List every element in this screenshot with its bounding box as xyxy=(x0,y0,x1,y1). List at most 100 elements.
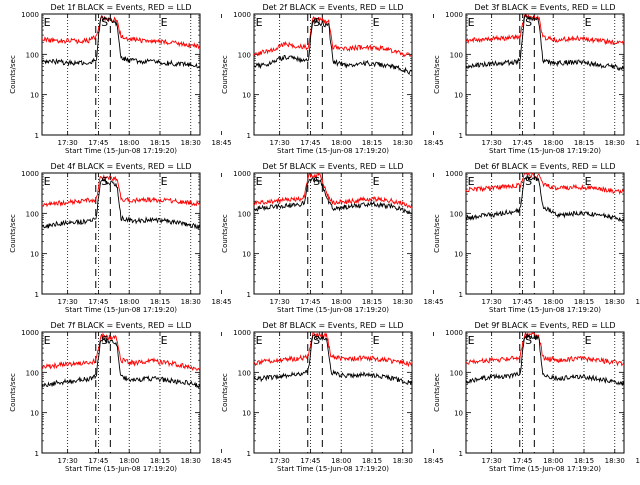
y-tick-label: 1 xyxy=(459,450,463,458)
x-tick-label: 18:45 xyxy=(635,457,640,465)
x-axis-label: Start Time (15-Jun-08 17:19:20) xyxy=(489,147,601,155)
panel-det-5: Det 5f BLACK = Events, RED = LLD 17:30 17:… xyxy=(221,162,444,314)
panel-title: Det 8f BLACK = Events, RED = LLD xyxy=(262,321,403,330)
time-marker-label: S xyxy=(101,334,108,347)
panel-title: Det 1f BLACK = Events, RED = LLD xyxy=(50,3,191,12)
series-line-lld xyxy=(253,330,413,368)
panel-title: Det 7f BLACK = Events, RED = LLD xyxy=(50,321,191,330)
y-tick-label: 1 xyxy=(35,450,39,458)
x-tick-label: 18:45 xyxy=(211,298,231,306)
time-marker-label: S xyxy=(525,175,532,188)
x-tick-label: 18:30 xyxy=(605,298,625,306)
y-tick-label: 1 xyxy=(35,132,39,140)
x-tick-label: 17:45 xyxy=(300,139,320,147)
x-tick-label: 18:15 xyxy=(574,457,594,465)
x-tick-label: 18:15 xyxy=(574,298,594,306)
y-tick-label: 1000 xyxy=(445,170,463,178)
y-tick-label: 1000 xyxy=(21,329,39,337)
x-tick-label: 18:15 xyxy=(362,139,382,147)
panel-title: Det 3f BLACK = Events, RED = LLD xyxy=(474,3,615,12)
x-tick-label: 18:30 xyxy=(605,457,625,465)
plot-frame xyxy=(41,172,201,295)
x-tick-label: 18:45 xyxy=(635,298,640,306)
y-axis-label: Counts/sec xyxy=(433,55,441,94)
series-line-lld xyxy=(253,172,413,209)
x-tick-label: 18:30 xyxy=(605,139,625,147)
series-line-events xyxy=(253,333,413,386)
x-tick-label: 17:45 xyxy=(512,457,532,465)
time-marker-label: E xyxy=(585,175,592,188)
y-tick-label: 100 xyxy=(26,51,39,59)
series-line-events xyxy=(41,337,201,389)
series-line-events xyxy=(253,177,413,215)
y-tick-label: 1 xyxy=(247,450,251,458)
series-line-events xyxy=(465,333,625,386)
x-tick-label: 18:45 xyxy=(211,139,231,147)
time-marker-label: E xyxy=(373,175,380,188)
y-tick-label: 1000 xyxy=(21,11,39,19)
time-marker-label: E xyxy=(44,334,51,347)
x-tick-label: 18:00 xyxy=(543,139,563,147)
y-tick-label: 1000 xyxy=(445,329,463,337)
y-axis-label: Counts/sec xyxy=(433,373,441,412)
plot-frame xyxy=(41,331,201,454)
time-marker-label: E xyxy=(585,16,592,29)
plot-frame xyxy=(465,331,625,454)
time-marker-label: E xyxy=(256,16,263,29)
panel-det-2: Det 2f BLACK = Events, RED = LLD 17:30 17:… xyxy=(221,3,444,155)
series-line-lld xyxy=(41,174,201,208)
x-axis-label: Start Time (15-Jun-08 17:19:20) xyxy=(277,306,389,314)
y-tick-label: 100 xyxy=(238,210,251,218)
time-marker-label: E xyxy=(373,16,380,29)
x-tick-label: 18:15 xyxy=(150,298,170,306)
panel-title: Det 4f BLACK = Events, RED = LLD xyxy=(50,162,191,171)
y-tick-label: 1 xyxy=(459,132,463,140)
plot-frame xyxy=(465,13,625,136)
x-tick-label: 18:30 xyxy=(393,139,413,147)
x-tick-label: 17:30 xyxy=(270,298,290,306)
y-tick-label: 10 xyxy=(30,410,39,418)
x-axis-label: Start Time (15-Jun-08 17:19:20) xyxy=(489,306,601,314)
y-tick-label: 1000 xyxy=(445,11,463,19)
x-axis-label: Start Time (15-Jun-08 17:19:20) xyxy=(489,465,601,473)
y-tick-label: 1 xyxy=(247,132,251,140)
x-tick-label: 18:00 xyxy=(331,298,351,306)
x-axis-label: Start Time (15-Jun-08 17:19:20) xyxy=(65,147,177,155)
panel-title: Det 6f BLACK = Events, RED = LLD xyxy=(474,162,615,171)
x-tick-label: 18:15 xyxy=(362,298,382,306)
time-marker-label: E xyxy=(256,334,263,347)
y-tick-label: 10 xyxy=(30,251,39,259)
time-marker-label: E xyxy=(373,334,380,347)
series-line-events xyxy=(253,18,412,76)
panel-title: Det 5f BLACK = Events, RED = LLD xyxy=(262,162,403,171)
y-tick-label: 100 xyxy=(238,369,251,377)
x-tick-label: 18:00 xyxy=(543,457,563,465)
x-tick-label: 17:30 xyxy=(58,457,78,465)
y-tick-label: 10 xyxy=(454,251,463,259)
x-tick-label: 18:00 xyxy=(119,457,139,465)
x-tick-label: 18:30 xyxy=(181,139,201,147)
x-tick-label: 18:00 xyxy=(543,298,563,306)
x-tick-label: 18:45 xyxy=(423,139,443,147)
panel-det-4: Det 4f BLACK = Events, RED = LLD 17:30 17:… xyxy=(9,162,232,314)
panel-title: Det 9f BLACK = Events, RED = LLD xyxy=(474,321,615,330)
series-line-lld xyxy=(253,15,413,58)
x-tick-label: 18:45 xyxy=(211,457,231,465)
x-tick-label: 18:15 xyxy=(574,139,594,147)
x-tick-label: 18:45 xyxy=(423,298,443,306)
series-line-lld xyxy=(41,332,201,372)
time-marker-label: E xyxy=(585,334,592,347)
x-tick-label: 17:30 xyxy=(482,139,502,147)
series-line-lld xyxy=(465,172,625,196)
y-tick-label: 100 xyxy=(450,210,463,218)
plot-frame xyxy=(41,13,201,136)
y-axis-label: Counts/sec xyxy=(9,214,17,253)
y-tick-label: 1 xyxy=(459,291,463,299)
y-tick-label: 100 xyxy=(26,210,39,218)
x-tick-label: 18:30 xyxy=(393,298,413,306)
y-tick-label: 10 xyxy=(454,410,463,418)
x-tick-label: 18:00 xyxy=(331,139,351,147)
panel-det-9: Det 9f BLACK = Events, RED = LLD 17:30 17:… xyxy=(433,321,640,473)
time-marker-label: S xyxy=(101,16,108,29)
